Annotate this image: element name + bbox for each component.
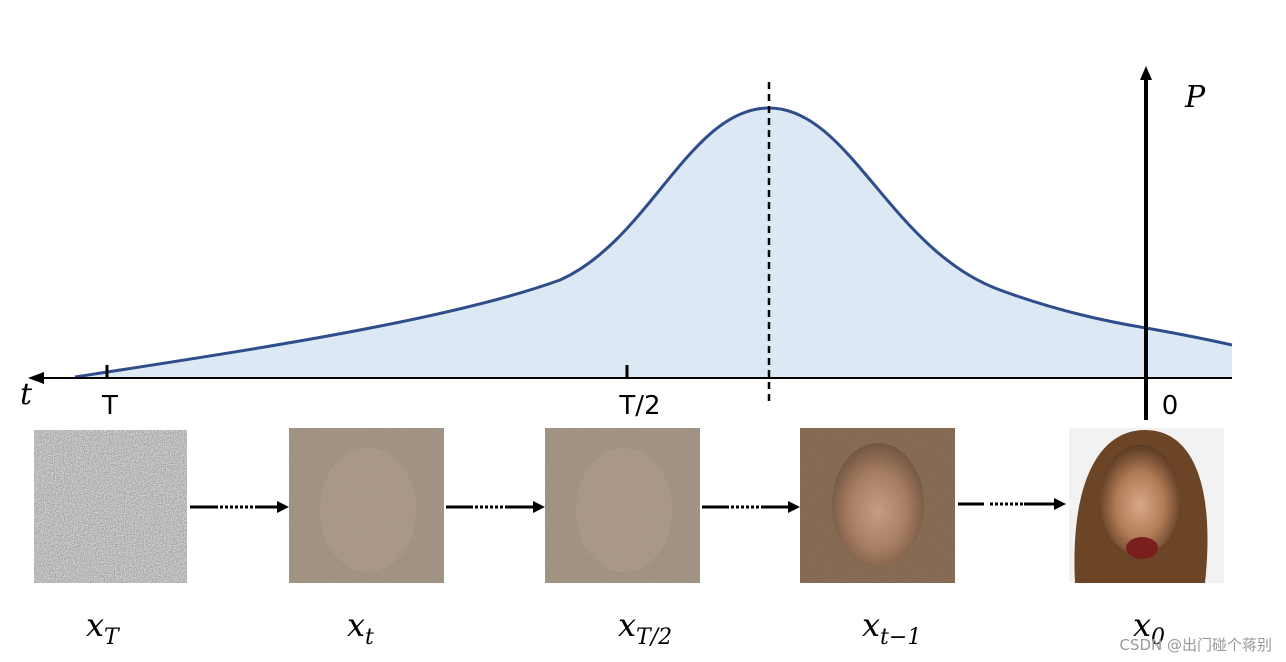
image-labels: xT xt xT/2 xt−1 x0: [86, 606, 1165, 650]
label-base: x: [862, 606, 880, 644]
t-arrow: [28, 372, 44, 384]
arrows: [190, 502, 1056, 509]
t-label: t: [20, 377, 33, 412]
label-base: x: [618, 606, 636, 644]
noise-image: [34, 430, 187, 583]
clean-image: [1069, 428, 1224, 583]
noisy-image: [289, 428, 444, 583]
density-area: [75, 108, 1232, 377]
p-label: P: [1184, 80, 1206, 115]
label-subscript: T: [104, 625, 121, 650]
image-label: xt−1: [862, 606, 921, 650]
arrow-heads: [277, 498, 1066, 513]
density-curve: [74, 106, 1233, 379]
p-arrow: [1140, 66, 1152, 80]
watermark: CSDN @出门碰个蒋别: [1119, 636, 1272, 654]
image-label: xT: [86, 606, 121, 650]
label-subscript: 0: [1151, 625, 1165, 650]
label-subscript: T/2: [636, 625, 672, 650]
less-noisy-image: [800, 428, 955, 583]
label-subscript: t: [365, 625, 374, 650]
label-subscript: t−1: [880, 625, 921, 650]
image-label: xT/2: [618, 606, 672, 650]
noisy-image: [545, 428, 700, 583]
tick-label: 0: [1162, 391, 1179, 421]
label-base: x: [1133, 606, 1151, 644]
image-label: x0: [1133, 606, 1165, 650]
tick-label: T/2: [618, 391, 660, 421]
image-label: xt: [347, 606, 374, 650]
label-base: x: [347, 606, 365, 644]
tick-label: T: [101, 391, 118, 421]
label-base: x: [86, 606, 104, 644]
